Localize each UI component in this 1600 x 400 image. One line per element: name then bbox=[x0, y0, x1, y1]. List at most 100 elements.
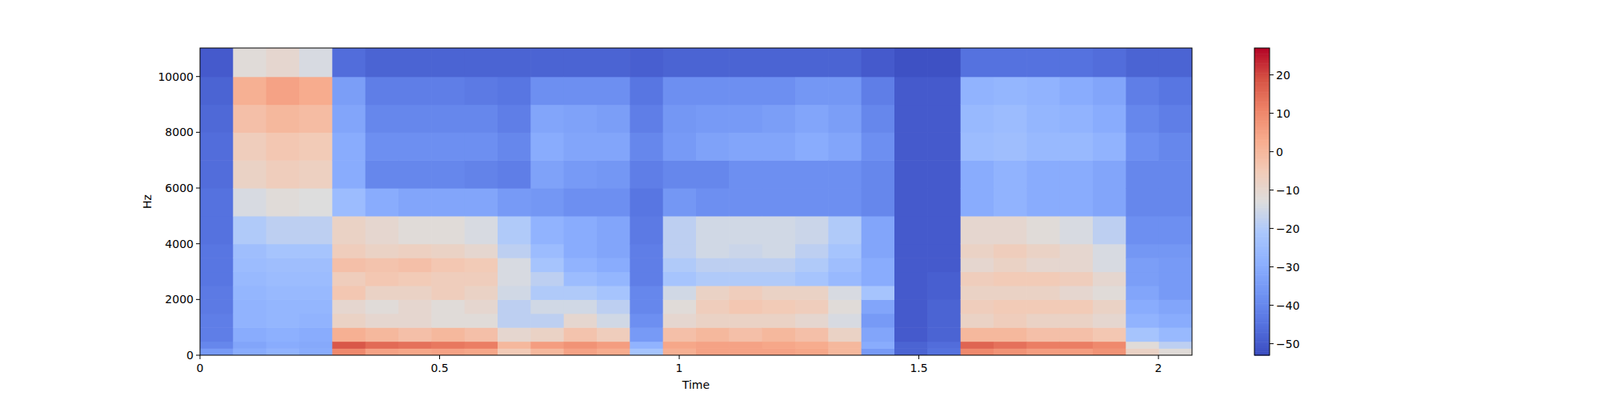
plot-frame bbox=[200, 48, 1192, 356]
cell bbox=[530, 132, 564, 160]
cell bbox=[332, 348, 366, 356]
cell bbox=[795, 244, 829, 259]
cell bbox=[1026, 132, 1060, 160]
colorbar-tick-label: −40 bbox=[1276, 299, 1300, 312]
cell bbox=[530, 327, 564, 342]
colorbar-tick-label: −20 bbox=[1276, 222, 1300, 236]
cell bbox=[1092, 341, 1127, 349]
cell bbox=[1060, 160, 1094, 188]
y-tick-label: 6000 bbox=[164, 181, 194, 195]
cell bbox=[696, 313, 730, 328]
cell bbox=[894, 244, 928, 259]
cell bbox=[861, 285, 896, 300]
cell bbox=[1125, 341, 1160, 349]
cell bbox=[828, 327, 862, 342]
cell bbox=[861, 327, 896, 342]
y-tick-label: 4000 bbox=[164, 237, 194, 251]
cell bbox=[828, 299, 862, 314]
cell bbox=[629, 244, 664, 259]
cell bbox=[596, 216, 631, 244]
cell bbox=[299, 257, 333, 272]
cell bbox=[861, 160, 896, 188]
cell bbox=[365, 104, 400, 133]
cell bbox=[398, 341, 432, 349]
cell bbox=[530, 299, 564, 314]
cell bbox=[894, 76, 928, 105]
x-tick bbox=[200, 355, 201, 360]
cell bbox=[1092, 257, 1127, 272]
cell bbox=[762, 257, 796, 272]
cell bbox=[530, 348, 564, 356]
cell bbox=[530, 216, 564, 244]
cell bbox=[728, 272, 763, 287]
cell bbox=[1026, 313, 1060, 328]
cell bbox=[894, 327, 928, 342]
cell bbox=[861, 132, 896, 160]
cell bbox=[762, 132, 796, 160]
cell bbox=[629, 216, 664, 244]
cell bbox=[696, 285, 730, 300]
cell bbox=[464, 244, 499, 259]
cell bbox=[431, 257, 465, 272]
cell bbox=[1060, 299, 1094, 314]
y-tick-label: 10000 bbox=[157, 70, 194, 84]
cell bbox=[927, 76, 961, 105]
cell bbox=[1060, 188, 1094, 216]
cell bbox=[1159, 341, 1192, 349]
cell bbox=[266, 104, 300, 133]
cell bbox=[927, 313, 961, 328]
cell bbox=[795, 76, 829, 105]
cell bbox=[696, 104, 730, 133]
cell bbox=[728, 76, 763, 105]
cell bbox=[927, 244, 961, 259]
cell bbox=[1026, 188, 1060, 216]
cell bbox=[795, 216, 829, 244]
cell bbox=[629, 160, 664, 188]
cell bbox=[564, 272, 598, 287]
cell bbox=[332, 104, 366, 133]
cell bbox=[497, 313, 532, 328]
cell bbox=[398, 285, 432, 300]
cell bbox=[596, 160, 631, 188]
cell bbox=[564, 104, 598, 133]
cell bbox=[464, 313, 499, 328]
cell bbox=[828, 160, 862, 188]
cell bbox=[1026, 327, 1060, 342]
cell bbox=[728, 104, 763, 133]
cell bbox=[993, 104, 1028, 133]
cell bbox=[663, 272, 697, 287]
cell bbox=[564, 257, 598, 272]
cell bbox=[497, 76, 532, 105]
colorbar-tick bbox=[1269, 151, 1274, 152]
cell bbox=[894, 188, 928, 216]
cell bbox=[728, 299, 763, 314]
cell bbox=[696, 132, 730, 160]
cell bbox=[232, 257, 267, 272]
y-tick bbox=[196, 355, 200, 356]
cell bbox=[431, 132, 465, 160]
x-tick-label: 1 bbox=[676, 361, 684, 375]
cell bbox=[1026, 160, 1060, 188]
cell bbox=[596, 327, 631, 342]
cell bbox=[564, 160, 598, 188]
cell bbox=[861, 188, 896, 216]
cell bbox=[861, 76, 896, 105]
cell bbox=[431, 327, 465, 342]
cell bbox=[1060, 313, 1094, 328]
cell bbox=[828, 76, 862, 105]
cell bbox=[993, 244, 1028, 259]
cell bbox=[663, 285, 697, 300]
y-tick bbox=[196, 132, 200, 133]
cell bbox=[431, 160, 465, 188]
cell bbox=[200, 188, 234, 216]
cell bbox=[232, 348, 267, 356]
cell bbox=[596, 299, 631, 314]
cell bbox=[1159, 48, 1192, 77]
cell bbox=[663, 76, 697, 105]
cell bbox=[596, 188, 631, 216]
cell bbox=[564, 299, 598, 314]
cell bbox=[398, 313, 432, 328]
cell bbox=[530, 272, 564, 287]
cell bbox=[497, 132, 532, 160]
cell bbox=[828, 48, 862, 77]
